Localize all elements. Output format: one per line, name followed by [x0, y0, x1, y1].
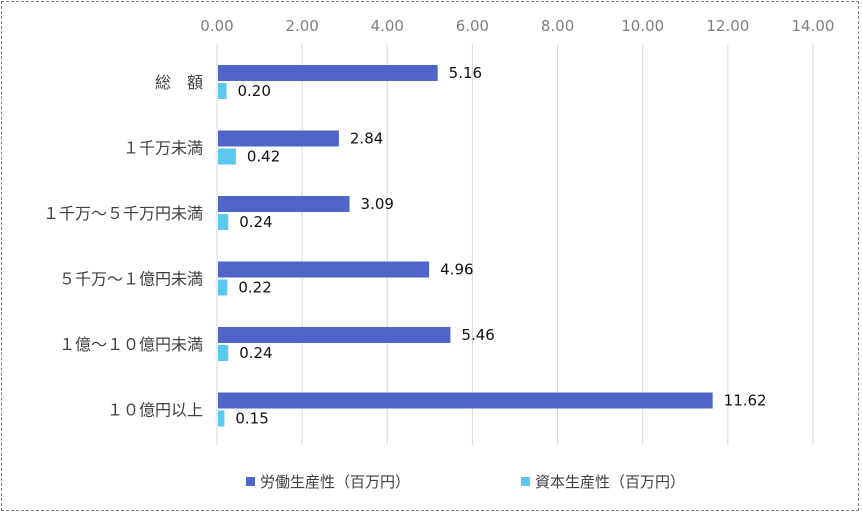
category-labels: 総 額 １千万未満 １千万～５千万円未満 ５千万～１億円未満 １億～１０億円未満 １０億円…	[43, 73, 203, 420]
x-tick-label: 8.00	[541, 17, 574, 35]
category-label: １千万～５千万円未満	[43, 204, 203, 223]
x-tick-label: 6.00	[456, 17, 489, 35]
x-tick-label: 14.00	[792, 17, 835, 35]
data-label: 0.24	[239, 344, 272, 362]
data-label: 3.09	[361, 195, 394, 213]
x-tick-label: 4.00	[371, 17, 404, 35]
data-label: 0.20	[238, 82, 271, 100]
bar-series-2	[218, 279, 228, 296]
category-label: １億～１０億円未満	[59, 335, 203, 354]
bar-series-2	[218, 214, 229, 230]
bar-series-2	[218, 410, 225, 427]
legend-swatch	[521, 477, 530, 486]
bar-series-1	[218, 327, 451, 343]
data-label: 0.24	[239, 213, 272, 231]
data-labels: 5.16 2.84 3.09 4.96 5.46 11.62 0.20 0.42 0.24 0.2…	[235, 64, 766, 428]
data-label: 0.42	[247, 148, 280, 166]
data-label: 5.16	[449, 64, 482, 82]
bar-series-1	[218, 130, 339, 147]
data-label: 5.46	[461, 326, 494, 344]
data-label: 4.96	[440, 261, 473, 279]
bar-series-2	[218, 83, 227, 99]
gridlines	[216, 44, 814, 445]
bar-series-1	[218, 196, 350, 212]
x-tick-label: 0.00	[200, 17, 233, 35]
x-tick-label: 12.00	[706, 17, 749, 35]
category-label: １千万未満	[123, 139, 203, 158]
category-label: ５千万～１億円未満	[59, 270, 203, 289]
bars	[218, 65, 713, 427]
data-label: 11.62	[724, 392, 767, 410]
legend-label: 労働生産性（百万円）	[260, 473, 410, 491]
x-tick-label: 2.00	[285, 17, 318, 35]
x-tick-label: 10.00	[621, 17, 664, 35]
x-axis-ticks: 0.00 2.00 4.00 6.00 8.00 10.00 12.00 14.00	[200, 17, 834, 35]
bar-series-1	[218, 261, 430, 278]
data-label: 2.84	[350, 130, 383, 148]
bar-series-2	[218, 148, 236, 165]
legend-swatch	[246, 477, 255, 486]
bar-series-1	[218, 65, 438, 81]
data-label: 0.22	[238, 279, 271, 297]
legend-label: 資本生産性（百万円）	[535, 473, 685, 491]
data-label: 0.15	[235, 410, 268, 428]
bar-series-2	[218, 345, 229, 361]
bar-series-1	[218, 392, 713, 409]
category-label: 総 額	[155, 73, 203, 92]
legend: 労働生産性（百万円） 資本生産性（百万円）	[246, 473, 685, 491]
category-label: １０億円以上	[107, 401, 203, 420]
